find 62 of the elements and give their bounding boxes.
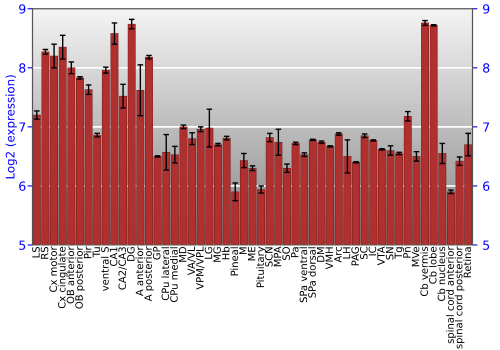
x-tick-label: VMH <box>326 247 333 270</box>
x-tick-label: IC <box>368 246 376 256</box>
x-tick-label: Pituitary <box>256 246 266 288</box>
x-tick-label: SCN <box>265 247 273 267</box>
x-tick-label: Pa <box>291 247 299 258</box>
y-tick-label: 5 <box>19 240 26 250</box>
x-tick-label: SN <box>386 247 394 260</box>
x-tick-label: MPA <box>274 246 282 266</box>
y2-tick-label: 5 <box>483 240 490 250</box>
x-tick-label: spinal cord posterior <box>454 246 464 349</box>
x-tick-label: spinal cord anterior <box>446 246 456 344</box>
x-tick-label: Cb nucleus <box>437 246 446 301</box>
x-tick-label: Cb lobe <box>428 246 437 284</box>
x-tick-label: MG <box>213 247 221 262</box>
x-tick-label: OB anterior <box>66 246 74 304</box>
x-tick-label: CPu lateral <box>161 247 170 300</box>
x-tick-label: RS <box>40 246 48 259</box>
x-tick-label: Pn <box>403 247 411 258</box>
x-tick-label: MVe <box>412 246 420 266</box>
x-tick-label: DM <box>316 247 324 262</box>
x-tick-label: PAG <box>351 247 359 266</box>
x-tick-label: CA2/CA3 <box>118 247 127 290</box>
x-tick-label: SPa ventral <box>299 247 308 302</box>
x-tick-label: VA/VL <box>188 246 196 276</box>
x-tick-label: LS <box>32 246 40 258</box>
x-tick-label: ME <box>248 247 256 260</box>
x-tick-label: Cx motor <box>49 246 57 292</box>
y-tick-label: 7 <box>19 122 26 132</box>
x-tick-label: Arc <box>334 247 342 263</box>
y-tick-label: 6 <box>19 181 26 191</box>
x-tick-label: SO <box>282 246 290 260</box>
x-tick-label: SPa dorsal <box>308 247 316 298</box>
x-tick-label: Retina <box>463 247 472 278</box>
x-tick-label: Hb <box>222 246 230 260</box>
y2-tick-label: 9 <box>483 4 490 14</box>
x-tick-label: Tu <box>92 247 100 258</box>
x-tick-label: OB posterior <box>75 246 85 309</box>
x-tick-label: Pineal <box>230 247 238 276</box>
x-tick-label: A posterior <box>144 246 154 302</box>
x-tick-label: Pir <box>84 246 92 258</box>
x-tick-label: M <box>239 247 247 254</box>
x-tick-label: GP <box>152 246 160 260</box>
y-axis-title: Log2 (expression) <box>5 75 17 178</box>
x-tick-label: ventral S <box>100 246 109 291</box>
y2-tick-label: 6 <box>483 181 490 191</box>
x-tick-label: Cb vermis <box>420 246 428 296</box>
y2-tick-label: 7 <box>483 122 490 132</box>
x-tick-label: CA1 <box>110 247 118 266</box>
x-tick-label: LG <box>204 247 212 259</box>
x-tick-label: SC <box>360 246 368 260</box>
x-tick-label: CPu medial <box>170 247 178 302</box>
x-tick-label: MD <box>178 246 186 262</box>
x-tick-label: A anterior <box>136 246 144 296</box>
y-tick-label: 9 <box>19 4 26 14</box>
x-tick-label: Cx cingulate <box>58 246 68 308</box>
x-tick-label: VPM/VPL <box>196 246 204 290</box>
x-tick-label: LH <box>342 247 350 258</box>
x-tick-label: VTA <box>377 246 385 266</box>
x-tick-label: DG <box>127 247 135 261</box>
y2-tick-label: 8 <box>483 63 490 73</box>
y-tick-label: 8 <box>19 63 26 73</box>
x-tick-label: Tg <box>394 247 404 259</box>
